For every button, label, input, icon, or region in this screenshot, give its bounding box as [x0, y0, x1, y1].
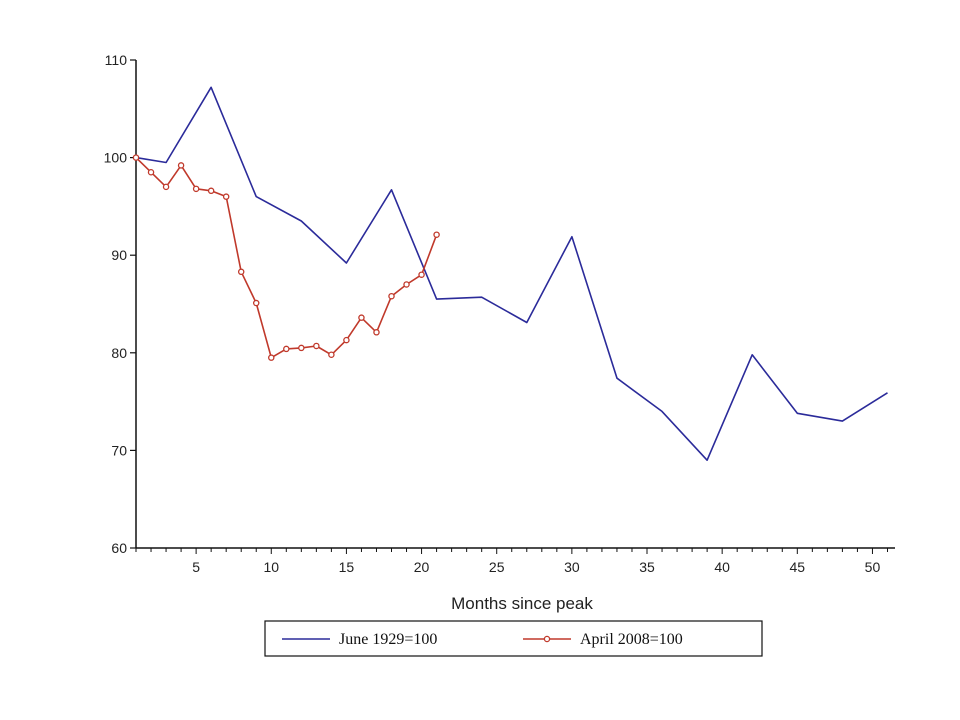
series-line-1 [135, 157, 438, 359]
axes [135, 60, 895, 549]
x-tick-label: 45 [790, 559, 806, 575]
series-point [418, 271, 425, 278]
y-tick-label: 90 [111, 247, 127, 263]
series-line-0 [135, 86, 888, 462]
series-point [192, 185, 200, 193]
x-ticks: 5 10 15 20 25 30 35 40 45 50 [135, 548, 888, 575]
series-point [373, 329, 380, 336]
series-point [252, 299, 260, 307]
y-ticks: 60 70 80 90 100 110 [104, 52, 136, 556]
x-tick-label: 10 [263, 559, 279, 575]
series-point [388, 292, 395, 300]
series-point [403, 281, 410, 288]
series-point [358, 314, 365, 321]
series-point [328, 351, 335, 359]
y-tick-label: 70 [111, 442, 127, 458]
series-point [222, 193, 230, 200]
series-point [162, 183, 170, 191]
series-point [207, 187, 215, 195]
y-tick-label: 110 [105, 52, 128, 68]
series-point [433, 231, 440, 238]
series-layer [132, 86, 888, 462]
x-axis-title: Months since peak [451, 594, 593, 613]
series-point [177, 162, 185, 169]
x-tick-label: 35 [639, 559, 655, 575]
x-tick-label: 50 [865, 559, 881, 575]
series-point [268, 354, 275, 361]
legend-label-april-2008: April 2008=100 [580, 631, 683, 648]
legend: June 1929=100 April 2008=100 [264, 620, 763, 657]
legend-marker-april-2008 [543, 635, 551, 643]
series-point [147, 168, 155, 176]
x-tick-label: 30 [564, 559, 580, 575]
y-tick-label: 60 [111, 540, 127, 556]
legend-label-june-1929: June 1929=100 [339, 631, 437, 648]
y-tick-label: 80 [111, 345, 127, 361]
series-point [313, 342, 320, 350]
series-point [237, 268, 245, 276]
y-tick-label: 100 [104, 150, 128, 166]
series-point [298, 344, 305, 352]
series-point [343, 336, 350, 344]
x-tick-label: 20 [414, 559, 430, 575]
x-tick-label: 25 [489, 559, 505, 575]
series-point [132, 154, 140, 161]
x-tick-label: 5 [192, 559, 200, 575]
x-tick-label: 40 [714, 559, 730, 575]
x-tick-label: 15 [339, 559, 355, 575]
series-point [283, 345, 290, 353]
legend-box [264, 620, 763, 657]
